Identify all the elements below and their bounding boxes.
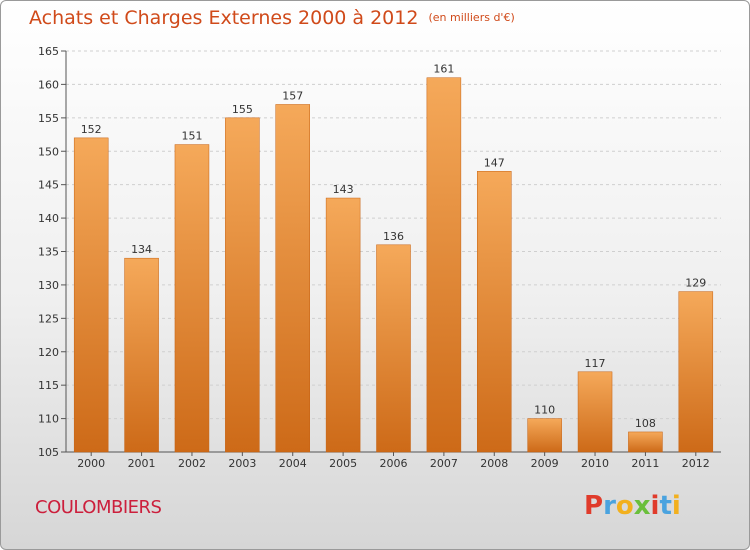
y-tick-label: 120 (38, 346, 59, 359)
x-tick-label: 2005 (329, 457, 357, 470)
chart-unit: (en milliers d'€) (428, 11, 515, 24)
y-tick-label: 160 (38, 78, 59, 91)
logo-letter: x (633, 491, 651, 521)
y-tick-label: 150 (38, 145, 59, 158)
x-tick-label: 2004 (279, 457, 307, 470)
y-tick-label: 130 (38, 279, 59, 292)
logo-letter: i (671, 491, 681, 521)
x-tick-label: 2009 (531, 457, 559, 470)
y-tick-label: 145 (38, 179, 59, 192)
axes: 105 110 115 120 125 130 135 140 145 150 155 160 165 2… (38, 45, 721, 470)
y-tick-label: 115 (38, 379, 59, 392)
place-name: COULOMBIERS (35, 497, 162, 518)
data-labels: 152 134 151 155 157 143 136 161 147 110 117 108 129 (81, 63, 707, 430)
bar (73, 137, 109, 453)
logo-letter: r (603, 491, 616, 521)
data-label: 151 (181, 130, 202, 143)
logo-letter: P (584, 491, 604, 521)
data-label: 147 (484, 156, 505, 169)
y-tick-label: 155 (38, 112, 59, 125)
bar (426, 77, 462, 453)
x-tick-label: 2000 (77, 457, 105, 470)
data-label: 110 (534, 404, 555, 417)
bars (73, 77, 714, 453)
data-label: 161 (433, 63, 454, 76)
data-label: 143 (333, 183, 354, 196)
x-tick-label: 2010 (581, 457, 609, 470)
chart-title-text: Achats et Charges Externes 2000 à 2012 (29, 7, 419, 29)
data-label: 157 (282, 89, 303, 102)
x-tick-label: 2012 (682, 457, 710, 470)
bar (477, 171, 512, 453)
logo-letter: i (650, 491, 660, 521)
bar (577, 371, 613, 453)
x-tick-label: 2002 (178, 457, 206, 470)
data-label: 108 (635, 417, 656, 430)
y-tick-label: 110 (38, 413, 59, 426)
y-tick-label: 125 (38, 312, 59, 325)
bar (628, 431, 663, 453)
bar (275, 104, 310, 453)
data-label: 155 (232, 103, 253, 116)
y-tick-label: 135 (38, 246, 59, 259)
chart-title: Achats et Charges Externes 2000 à 2012 (e… (29, 7, 515, 29)
logo-letter: o (615, 491, 634, 521)
data-label: 134 (131, 243, 152, 256)
x-tick-label: 2011 (631, 457, 659, 470)
x-tick-label: 2008 (480, 457, 508, 470)
proxiti-logo[interactable]: Proxiti (584, 491, 681, 521)
bar (174, 144, 210, 453)
data-label: 117 (585, 357, 606, 370)
bar (124, 257, 159, 453)
x-tick-label: 2001 (128, 457, 156, 470)
logo-letter: t (659, 491, 672, 521)
data-label: 152 (81, 123, 102, 136)
bar (376, 244, 411, 453)
bar (527, 418, 562, 453)
x-tick-label: 2003 (228, 457, 256, 470)
data-label: 136 (383, 230, 404, 243)
data-label: 129 (685, 277, 706, 290)
bar (325, 197, 361, 453)
x-tick-label: 2006 (380, 457, 408, 470)
x-tick-label: 2007 (430, 457, 458, 470)
bar (678, 291, 714, 453)
y-tick-label: 165 (38, 45, 59, 58)
y-tick-label: 140 (38, 212, 59, 225)
bar (225, 117, 260, 453)
y-tick-label: 105 (38, 446, 59, 459)
